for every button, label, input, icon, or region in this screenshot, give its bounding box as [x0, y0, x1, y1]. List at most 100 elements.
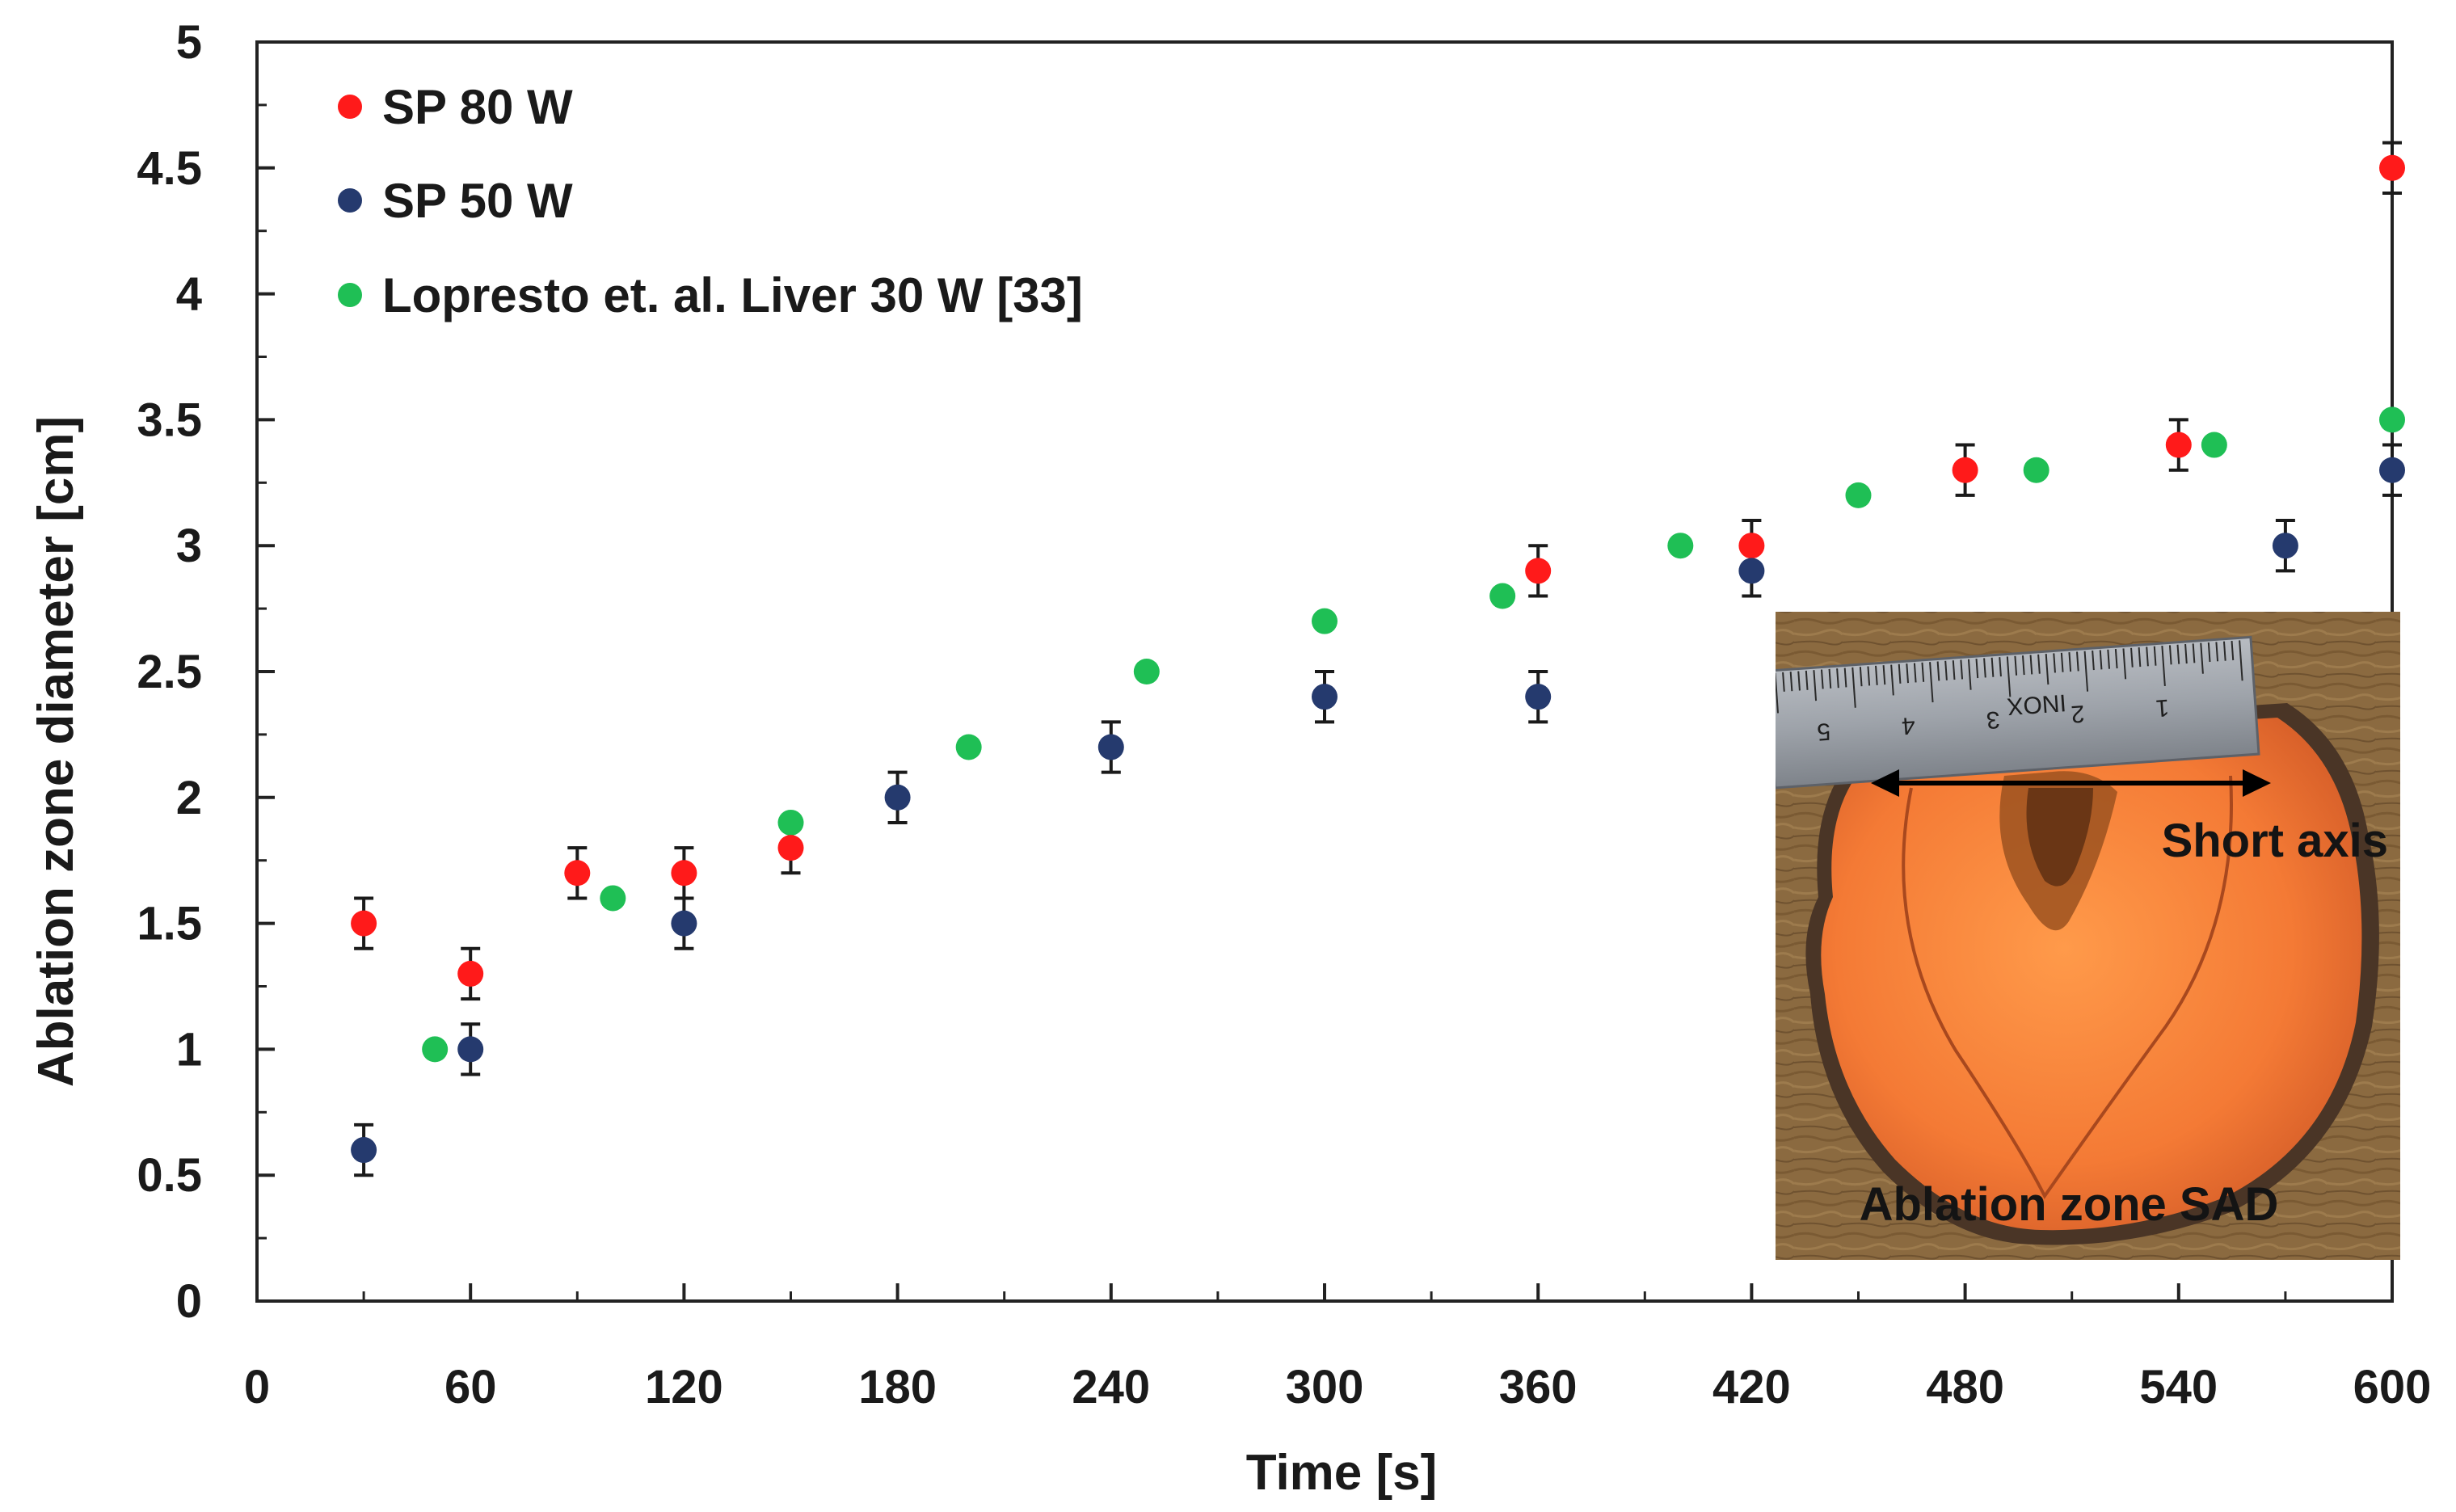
- y-tick-label: 5: [176, 16, 202, 69]
- ruler-tick: [1983, 658, 1986, 678]
- ruler-tick: [2215, 642, 2219, 662]
- data-point: [2379, 154, 2405, 181]
- ruler-tick: [2153, 646, 2157, 666]
- data-point: [564, 860, 591, 887]
- ruler-tick: [2053, 653, 2056, 673]
- ruler-tick: [2114, 649, 2118, 669]
- ruler-tick: [2207, 642, 2211, 663]
- ablation-core-dark: [2026, 788, 2093, 887]
- ablation-boundary: [1902, 775, 2233, 1199]
- x-tick-label: 540: [2139, 1361, 2218, 1413]
- y-tick-label: 2: [176, 772, 202, 824]
- ruler-tick: [1882, 665, 1886, 685]
- ruler-tick: [1890, 664, 1894, 696]
- data-point: [671, 860, 697, 887]
- data-point: [2023, 457, 2049, 483]
- y-tick-label: 1.5: [137, 898, 202, 950]
- x-tick-label: 360: [1499, 1361, 1578, 1413]
- ruler-tick: [2122, 648, 2127, 680]
- y-tick-label: 0.5: [137, 1149, 202, 1202]
- ruler-tick: [2222, 641, 2226, 661]
- data-point: [884, 784, 911, 811]
- y-tick-label: 2.5: [137, 646, 202, 698]
- ruler-tick: [1944, 660, 1948, 680]
- data-point: [955, 734, 982, 760]
- legend-label: SP 50 W: [382, 174, 573, 228]
- inset-caption: Ablation zone SAD: [1860, 1178, 2279, 1231]
- ruler-tick: [2076, 651, 2079, 672]
- data-point: [2272, 533, 2298, 559]
- inset-photo: 5 4 3 2 1 INOX Short axis Ablation zone SAD: [1776, 612, 2400, 1260]
- sweet-potato-flesh: [1821, 718, 2362, 1231]
- ruler-number: 4: [1901, 712, 1916, 739]
- ruler-tick: [1782, 672, 1785, 692]
- legend: SP 80 W SP 50 W Lopresto et. al. Liver 30 …: [338, 80, 1083, 322]
- axis-ticks: [255, 40, 2394, 1303]
- ruler-tick: [1875, 665, 1878, 685]
- data-point: [422, 1036, 449, 1063]
- legend-marker: [338, 188, 362, 213]
- ruler-tick: [2037, 654, 2041, 674]
- x-tick-labels: 0 60 120 180 240 300 360 420 480 540 600: [244, 1361, 2432, 1413]
- ruler-tick: [1913, 663, 1917, 683]
- data-point: [1738, 558, 1765, 584]
- ruler-tick: [2184, 644, 2188, 664]
- ruler-tick: [2092, 651, 2095, 671]
- legend-label: SP 80 W: [382, 80, 573, 134]
- y-tick-label: 3.5: [137, 394, 202, 446]
- ruler-ticks: [1776, 640, 2243, 714]
- ruler-tick: [1936, 661, 1940, 681]
- ruler-tick: [2107, 649, 2110, 669]
- ruler-body: [1776, 635, 2260, 790]
- ruler-tick: [2045, 654, 2049, 685]
- short-axis-arrow: [1871, 769, 2271, 797]
- ruler-tick: [2130, 647, 2134, 668]
- x-tick-label: 240: [1072, 1361, 1150, 1413]
- y-tick-label: 3: [176, 520, 202, 572]
- data-point: [777, 809, 804, 836]
- ruler-tick: [2029, 655, 2033, 675]
- data-point: [457, 960, 484, 987]
- ruler-tick: [1851, 667, 1856, 708]
- data-point: [1312, 684, 1338, 710]
- x-tick-label: 300: [1286, 1361, 1364, 1413]
- ruler-tick: [2021, 655, 2025, 676]
- ruler-tick: [1867, 666, 1871, 686]
- ruler-tick: [1975, 659, 1979, 679]
- x-tick-label: 420: [1712, 1361, 1791, 1413]
- data-point: [1097, 734, 1124, 760]
- legend-marker: [338, 95, 362, 119]
- x-tick-label: 60: [444, 1361, 497, 1413]
- data-point: [351, 1137, 377, 1164]
- ruler-number: 1: [2155, 694, 2170, 722]
- legend-label: Lopresto et. al. Liver 30 W [33]: [382, 268, 1083, 322]
- ruler-tick: [1820, 669, 1824, 689]
- error-bars: [354, 141, 2402, 1177]
- ruler-tick: [1828, 668, 1832, 689]
- ruler-tick: [1960, 659, 1964, 680]
- ruler-tick: [1999, 657, 2002, 677]
- x-tick-label: 180: [858, 1361, 937, 1413]
- short-axis-label: Short axis: [2162, 815, 2388, 867]
- legend-marker: [338, 283, 362, 307]
- x-tick-label: 480: [1926, 1361, 2004, 1413]
- ruler-tick: [1906, 663, 1910, 684]
- ruler-brand: INOX: [2006, 689, 2066, 720]
- data-point: [1525, 684, 1552, 710]
- ruler-tick: [1898, 663, 1902, 684]
- x-tick-label: 600: [2353, 1361, 2432, 1413]
- ruler-number: 5: [1816, 718, 1831, 745]
- data-point: [671, 910, 697, 937]
- data-point: [2165, 432, 2192, 458]
- data-markers: [351, 154, 2405, 1164]
- ruler-tick: [2176, 644, 2180, 664]
- data-point: [1489, 583, 1516, 609]
- ruler-number: 3: [1986, 705, 2001, 733]
- y-tick-labels: 0 0.5 1 1.5 2 2.5 3 3.5 4 4.5 5: [137, 16, 202, 1328]
- ruler-tick: [2060, 652, 2064, 672]
- y-tick-label: 0: [176, 1275, 202, 1328]
- x-axis-title: Time [s]: [1246, 1445, 1438, 1501]
- data-point: [351, 910, 377, 937]
- ruler-tick: [2014, 655, 2018, 676]
